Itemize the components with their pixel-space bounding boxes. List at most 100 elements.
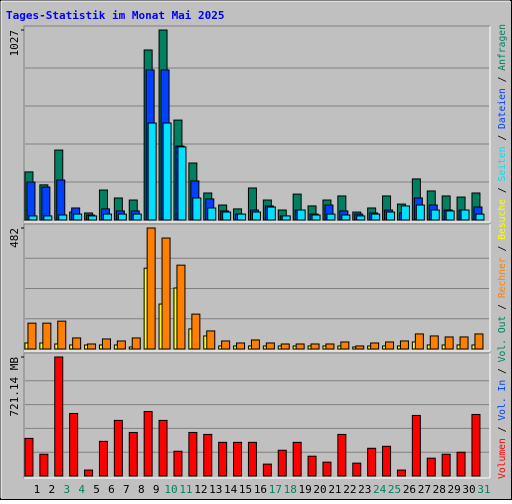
x-tick-label: 29	[448, 483, 461, 496]
x-tick-label: 1	[34, 483, 41, 496]
bar	[176, 264, 186, 350]
bar	[471, 413, 481, 477]
bar	[72, 337, 82, 350]
x-tick-label: 15	[239, 483, 252, 496]
y-tick-label: 721.14 MB	[8, 357, 21, 417]
bar	[203, 433, 213, 477]
legend-separator: /	[497, 240, 508, 258]
x-tick-label: 12	[194, 483, 207, 496]
legend-entry: Anfragen	[497, 24, 508, 71]
bar	[262, 463, 272, 477]
bar	[88, 215, 98, 221]
legend-separator: /	[497, 298, 508, 316]
x-tick-label: 11	[179, 483, 192, 496]
x-tick-label: 2	[49, 483, 56, 496]
bar	[429, 335, 439, 350]
bar	[207, 207, 217, 221]
bar	[147, 122, 157, 221]
chart-title: Tages-Statistik im Monat Mai 2025	[6, 9, 225, 22]
x-tick-label: 22	[343, 483, 356, 496]
legend-entry: Seiten	[497, 147, 508, 182]
x-tick-label: 26	[403, 483, 416, 496]
x-tick-label: 30	[462, 483, 475, 496]
bar	[41, 186, 51, 221]
bar	[281, 215, 291, 221]
x-tick-label: 13	[209, 483, 222, 496]
bar	[143, 410, 153, 477]
y-tick-label: 1027	[8, 30, 21, 57]
legend-separator: /	[497, 71, 508, 89]
bar	[445, 210, 455, 221]
x-tick-label: 9	[153, 483, 160, 496]
bar	[411, 414, 421, 477]
bar	[444, 336, 454, 350]
bar	[102, 213, 112, 221]
bar	[42, 322, 52, 350]
legend-entry: Rechner	[497, 257, 508, 298]
legend-separator: /	[497, 421, 508, 439]
bar	[414, 333, 424, 350]
bar	[218, 441, 228, 477]
legend-separator: /	[497, 129, 508, 147]
bar	[430, 209, 440, 221]
bar	[39, 453, 49, 477]
bar	[456, 451, 466, 477]
bar	[28, 215, 38, 221]
bar	[26, 181, 36, 221]
x-tick-label: 18	[284, 483, 297, 496]
x-tick-label: 21	[328, 483, 341, 496]
bar	[233, 441, 243, 477]
bar	[265, 342, 275, 350]
side-legend: Volumen / Vol. In / Vol. Out / Rechner /…	[497, 24, 508, 479]
bar	[206, 330, 216, 350]
bar	[113, 419, 123, 477]
bar	[161, 237, 171, 350]
legend-entry: Vol. In	[497, 380, 508, 421]
bar	[356, 215, 366, 221]
x-tick-label: 23	[358, 483, 371, 496]
bar	[460, 209, 470, 221]
bar	[162, 122, 172, 221]
bar	[396, 469, 406, 477]
bar	[280, 343, 290, 350]
bar	[98, 440, 108, 477]
x-tick-label: 20	[313, 483, 326, 496]
bar	[191, 313, 201, 350]
bar	[296, 209, 306, 221]
bar	[340, 341, 350, 350]
legend-separator: /	[497, 362, 508, 380]
bar	[192, 197, 202, 221]
bar	[310, 343, 320, 350]
bar	[251, 211, 261, 221]
bar	[459, 336, 469, 350]
bar	[236, 342, 246, 350]
bar	[277, 449, 287, 477]
bar	[307, 455, 317, 477]
legend-separator: /	[497, 182, 508, 200]
x-tick-label: 3	[63, 483, 70, 496]
x-tick-label: 24	[373, 483, 387, 496]
bar	[247, 441, 257, 477]
legend-entry: Besuche	[497, 199, 508, 240]
bar	[355, 345, 365, 350]
bar	[116, 340, 126, 350]
bar	[266, 206, 276, 221]
bar	[117, 213, 127, 221]
x-tick-label: 31	[477, 483, 490, 496]
bar	[322, 461, 332, 477]
bar	[132, 213, 142, 221]
bar	[58, 214, 68, 221]
bar	[337, 433, 347, 477]
legend-entry: Volumen	[497, 438, 508, 479]
bar	[56, 179, 66, 221]
bar	[69, 412, 79, 477]
bar	[222, 211, 232, 221]
bar	[441, 453, 451, 477]
legend-entry: Vol. Out	[497, 316, 508, 363]
x-tick-label: 16	[254, 483, 267, 496]
bar	[57, 320, 67, 350]
bar	[250, 339, 260, 350]
bar	[426, 457, 436, 477]
x-tick-label: 28	[433, 483, 446, 496]
x-tick-label: 10	[164, 483, 177, 496]
